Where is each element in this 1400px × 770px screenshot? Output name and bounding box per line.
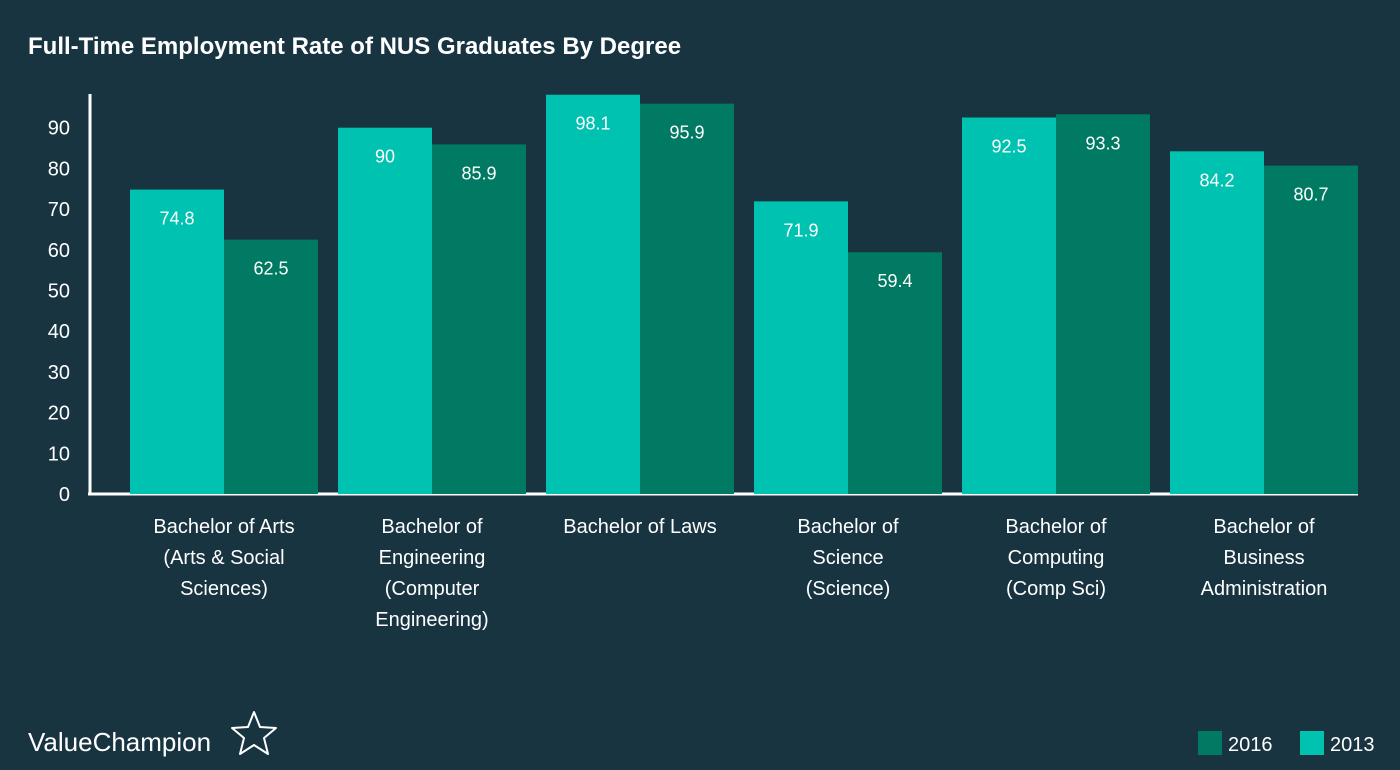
star-outline-icon bbox=[231, 711, 277, 755]
legend-label: 2013 bbox=[1330, 734, 1375, 756]
bar-2016 bbox=[640, 103, 734, 494]
category-label: (Arts & Social bbox=[163, 547, 284, 569]
brand-name: ValueChampion bbox=[28, 727, 211, 757]
data-label: 93.3 bbox=[1085, 133, 1120, 153]
bar-2013 bbox=[754, 201, 848, 494]
y-tick-label: 30 bbox=[48, 362, 70, 384]
data-label: 74.8 bbox=[159, 209, 194, 229]
category-label: Science bbox=[812, 547, 883, 569]
category-label: Computing bbox=[1008, 547, 1105, 569]
y-tick-label: 50 bbox=[48, 281, 70, 303]
bar-2016 bbox=[848, 252, 942, 494]
chart-title: Full-Time Employment Rate of NUS Graduat… bbox=[28, 33, 681, 60]
category-label: (Science) bbox=[806, 578, 890, 600]
category-label: (Computer bbox=[385, 578, 480, 600]
y-tick-label: 70 bbox=[48, 199, 70, 221]
category-label: (Comp Sci) bbox=[1006, 578, 1106, 600]
category-label: Bachelor of Arts bbox=[153, 516, 294, 538]
category-label: Engineering bbox=[379, 547, 486, 569]
legend-label: 2016 bbox=[1228, 734, 1273, 756]
y-tick-label: 0 bbox=[59, 484, 70, 506]
data-label: 90 bbox=[375, 147, 395, 167]
bar-2016 bbox=[432, 144, 526, 494]
y-tick-label: 80 bbox=[48, 158, 70, 180]
category-label: Bachelor of bbox=[1005, 516, 1107, 538]
category-labels: Bachelor of Arts (Arts & Social Sciences) B… bbox=[153, 516, 1327, 631]
data-label: 92.5 bbox=[991, 137, 1026, 157]
legend: 2016 2013 bbox=[1198, 731, 1375, 756]
bar-2013 bbox=[546, 94, 640, 494]
bar-2013 bbox=[338, 127, 432, 494]
data-label: 71.9 bbox=[783, 220, 818, 240]
data-label: 84.2 bbox=[1199, 170, 1234, 190]
bar-2013 bbox=[1170, 151, 1264, 494]
legend-swatch-2013 bbox=[1300, 731, 1324, 755]
data-label: 62.5 bbox=[253, 259, 288, 279]
legend-swatch-2016 bbox=[1198, 731, 1222, 755]
bar-2013 bbox=[962, 117, 1056, 495]
category-label: Bachelor of bbox=[1213, 516, 1315, 538]
y-tick-label: 10 bbox=[48, 443, 70, 465]
category-label: Sciences) bbox=[180, 578, 268, 600]
brand-logo: ValueChampion bbox=[28, 711, 277, 757]
category-label: Bachelor of Laws bbox=[563, 516, 716, 538]
y-tick-label: 60 bbox=[48, 240, 70, 262]
y-tick-label: 20 bbox=[48, 403, 70, 425]
y-tick-label: 90 bbox=[48, 118, 70, 140]
bar-2016 bbox=[1264, 165, 1358, 494]
category-label: Bachelor of bbox=[797, 516, 899, 538]
y-tick-label: 40 bbox=[48, 321, 70, 343]
data-label: 59.4 bbox=[877, 271, 912, 291]
data-label: 98.1 bbox=[575, 114, 610, 134]
data-label: 95.9 bbox=[669, 123, 704, 143]
data-label: 85.9 bbox=[461, 163, 496, 183]
bar-2013 bbox=[130, 189, 224, 494]
category-label: Engineering) bbox=[375, 609, 488, 631]
category-label: Business bbox=[1223, 547, 1304, 569]
category-label: Bachelor of bbox=[381, 516, 483, 538]
bars: 74.8 62.5 90 85.9 98.1 95.9 71.9 59.4 92.5 93.3 84… bbox=[130, 94, 1358, 495]
bar-2016 bbox=[1056, 114, 1150, 495]
bar-2016 bbox=[224, 239, 318, 494]
data-label: 80.7 bbox=[1293, 185, 1328, 205]
category-label: Administration bbox=[1201, 578, 1328, 600]
